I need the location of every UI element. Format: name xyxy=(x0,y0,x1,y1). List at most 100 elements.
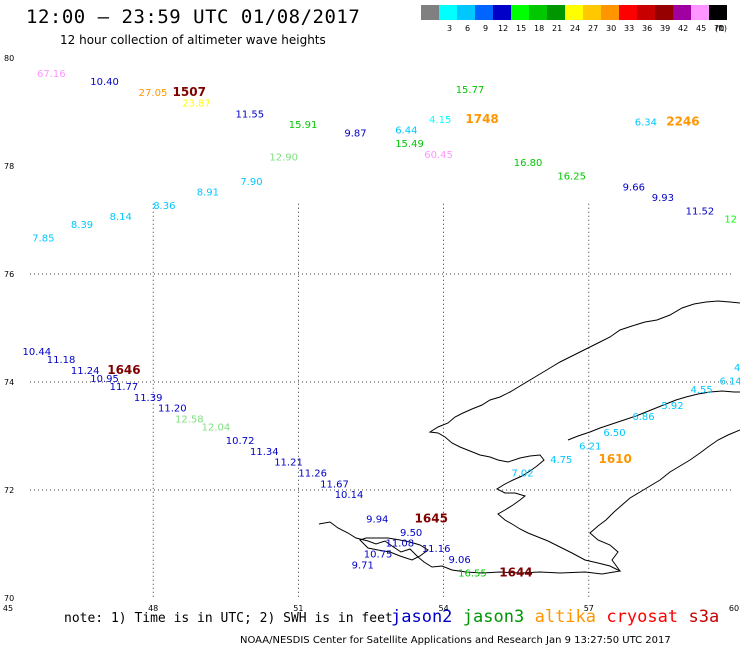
wave-height-label: 9.66 xyxy=(623,182,645,193)
coastline xyxy=(318,300,740,575)
legend-swatch xyxy=(475,5,493,20)
legend-label: 15 xyxy=(516,24,527,33)
wave-height-label: 10.40 xyxy=(90,77,119,88)
legend-label: 21 xyxy=(552,24,563,33)
coastline-inlet xyxy=(567,390,740,441)
lon-tick-label: 57 xyxy=(584,604,594,613)
legend-swatch xyxy=(439,5,457,20)
wave-height-label: 6.21 xyxy=(579,442,601,453)
pass-time-label: 1646 xyxy=(107,363,140,377)
legend-label: 3 xyxy=(447,24,453,33)
wave-height-label: 9.71 xyxy=(352,560,374,571)
legend-swatch xyxy=(673,5,691,20)
wave-height-label: 11.52 xyxy=(686,207,715,218)
wave-height-label: 12.04 xyxy=(202,423,231,434)
wave-height-label: 60.45 xyxy=(424,150,453,161)
lat-tick-label: 78 xyxy=(4,162,14,171)
legend-swatch xyxy=(547,5,565,20)
wave-height-label: 12.90 xyxy=(269,153,298,164)
wave-height-label: 15.77 xyxy=(456,85,485,96)
wave-height-label: 4.15 xyxy=(429,115,451,126)
legend-label: 33 xyxy=(624,24,635,33)
wave-height-label: 4.6 xyxy=(734,363,740,374)
wave-height-label: 10.44 xyxy=(23,347,52,358)
wave-height-label: 5.92 xyxy=(661,401,683,412)
wave-height-label: 9.87 xyxy=(344,128,366,139)
wave-height-label: 11.24 xyxy=(71,366,100,377)
satellite-jason2: jason2 xyxy=(391,607,453,627)
legend-label: 12 xyxy=(498,24,509,33)
wave-height-label: 16.25 xyxy=(557,172,586,183)
satellite-jason3: jason3 xyxy=(462,607,525,627)
satellite-altika: altika xyxy=(534,607,597,627)
legend-swatch xyxy=(637,5,655,20)
pass-time-label: 2246 xyxy=(666,115,699,129)
wave-height-label: 6.34 xyxy=(635,118,657,129)
pass-time-label: 1645 xyxy=(415,511,448,525)
lat-tick-label: 76 xyxy=(4,270,14,279)
wave-height-label: 9.50 xyxy=(400,528,422,539)
satellite-s3a: s3a xyxy=(688,607,720,627)
wave-height-label: 10.72 xyxy=(226,436,255,447)
lat-tick-label: 72 xyxy=(4,486,14,495)
wave-height-label: 67.16 xyxy=(37,69,66,80)
wave-height-label: 10.14 xyxy=(335,490,364,501)
wave-height-label: 12.58 xyxy=(175,415,204,426)
graticule: 45 48 51 54 57 60 70 72 74 76 78 80 xyxy=(3,54,739,613)
legend-swatch xyxy=(457,5,475,20)
wave-height-label: 6.44 xyxy=(395,126,417,137)
wave-height-label: 15.49 xyxy=(395,139,424,150)
wave-height-label: 8.14 xyxy=(110,212,132,223)
satellite-cryosat: cryosat xyxy=(606,607,679,627)
wave-height-label: 9.93 xyxy=(652,193,674,204)
page-title: 12:00 – 23:59 UTC 01/08/2017 xyxy=(26,6,361,28)
legend-unit: (ft) xyxy=(715,24,728,33)
legend-label: 24 xyxy=(570,24,581,33)
wave-height-label: 15.91 xyxy=(289,120,318,131)
legend-swatch xyxy=(529,5,547,20)
wave-height-label: 9.94 xyxy=(366,514,388,525)
wave-height-label: 23.87 xyxy=(182,99,211,110)
pass-time-label: 1748 xyxy=(465,112,498,126)
legend-swatch xyxy=(619,5,637,20)
wave-height-label: 11.55 xyxy=(235,109,264,120)
wave-height-label: 8.36 xyxy=(153,201,175,212)
legend-label: 18 xyxy=(534,24,545,33)
wave-height-label: 10.75 xyxy=(364,550,393,561)
wave-height-label: 11.08 xyxy=(386,539,415,550)
wave-height-label: 8.91 xyxy=(197,188,219,199)
coastline-south-shore xyxy=(589,429,740,572)
legend-label: 6 xyxy=(465,24,471,33)
legend-label: 39 xyxy=(660,24,671,33)
legend-label: 9 xyxy=(483,24,489,33)
wave-height-label: 7.85 xyxy=(32,234,54,245)
footer-note: note: 1) Time is in UTC; 2) SWH is in fe… xyxy=(64,611,393,626)
legend-label: 36 xyxy=(642,24,653,33)
wave-height-label: 7.90 xyxy=(240,177,262,188)
lat-tick-label: 70 xyxy=(4,594,14,603)
footer-credit: NOAA/NESDIS Center for Satellite Applica… xyxy=(240,635,671,646)
wave-height-label: 6.14 xyxy=(719,377,740,388)
legend-swatch xyxy=(493,5,511,20)
legend-label: 27 xyxy=(588,24,599,33)
legend-swatch xyxy=(655,5,673,20)
wave-height-label: 27.05 xyxy=(139,88,168,99)
wave-height-label: 16.55 xyxy=(458,568,487,579)
lon-tick-label: 48 xyxy=(148,604,158,613)
legend-swatch xyxy=(421,5,439,20)
wave-height-label: 6.86 xyxy=(632,412,654,423)
wave-height-label: 6.50 xyxy=(603,428,625,439)
wave-height-label: 11.77 xyxy=(110,382,139,393)
pass-time-label: 1644 xyxy=(499,565,532,579)
pass-time-label: 1610 xyxy=(598,452,631,466)
wave-height-label: 11.26 xyxy=(298,469,327,480)
wave-height-label: 16.80 xyxy=(514,158,543,169)
wave-height-label: 11.20 xyxy=(158,404,187,415)
legend-swatch xyxy=(511,5,529,20)
wave-height-label: 4.75 xyxy=(550,455,572,466)
legend-swatch xyxy=(691,5,709,20)
wave-height-label: 11.39 xyxy=(134,393,163,404)
wave-height-label: 11.21 xyxy=(274,458,303,469)
